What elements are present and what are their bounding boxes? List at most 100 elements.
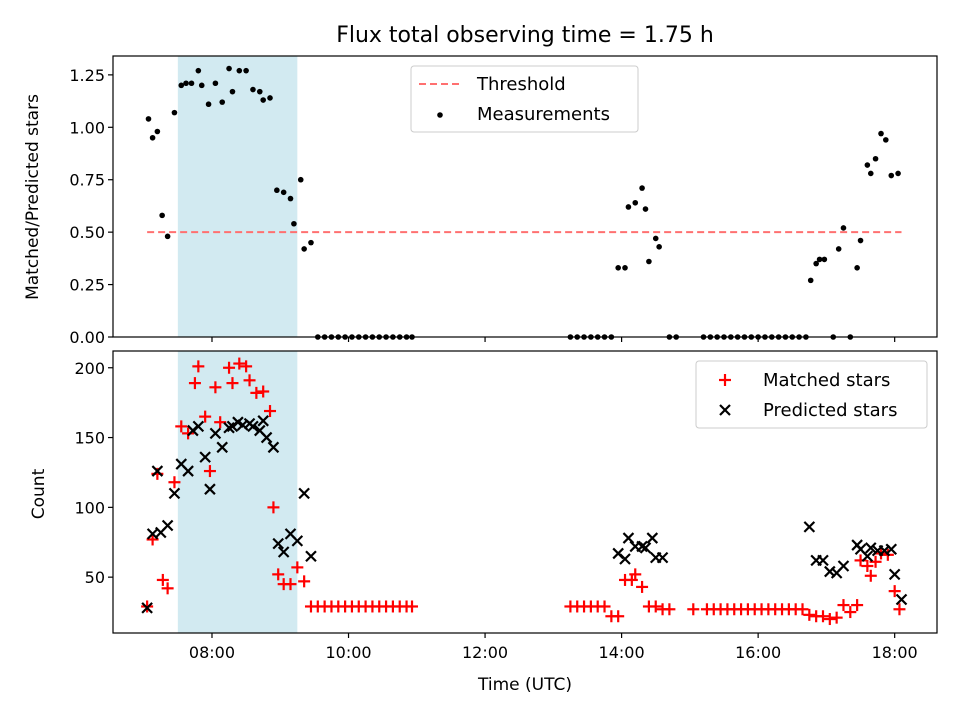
- predicted-point: [636, 540, 648, 553]
- top-legend: Threshold Measurements: [410, 65, 639, 133]
- predicted-point: [260, 431, 273, 444]
- predicted-point: [277, 546, 290, 558]
- measurement-point: [183, 80, 189, 87]
- measurement-point: [878, 130, 884, 137]
- y-tick-label: 0.50: [69, 223, 105, 242]
- x-tick-label: 14:00: [599, 643, 645, 662]
- highlight-span: [177, 351, 298, 633]
- measurement-point: [256, 88, 263, 95]
- predicted-point: [223, 422, 235, 434]
- predicted-point: [803, 521, 816, 533]
- matched-point: [264, 405, 277, 418]
- matched-point: [175, 420, 188, 433]
- predicted-point: [895, 593, 908, 606]
- measurement-point: [872, 155, 879, 162]
- matched-point: [629, 568, 642, 581]
- bottom-y-axis-label: Count: [29, 468, 49, 519]
- measurement-point: [639, 185, 645, 191]
- predicted-point: [151, 465, 164, 477]
- measurement-point: [867, 170, 874, 177]
- x-tick-label: 12:00: [462, 643, 508, 662]
- measurement-point: [632, 199, 639, 206]
- matched-point: [598, 600, 611, 613]
- predicted-point: [639, 542, 652, 554]
- bottom-legend: Matched stars Predicted stars: [695, 360, 928, 429]
- matched-point: [168, 476, 181, 489]
- y-tick-label: 50: [85, 568, 105, 587]
- matched-point: [803, 608, 816, 621]
- x-tick-label: 08:00: [189, 643, 235, 662]
- matched-point: [161, 582, 174, 595]
- measurement-point: [250, 86, 256, 93]
- predicted-point: [305, 550, 317, 562]
- predicted-point: [837, 560, 850, 572]
- matched-point: [257, 385, 270, 398]
- matched-point: [837, 599, 850, 612]
- y-tick-label: 0.75: [69, 171, 105, 190]
- matched-point: [243, 374, 256, 387]
- measurement-point: [205, 101, 212, 108]
- y-tick-label: 100: [74, 498, 105, 517]
- highlight-span: [177, 56, 298, 337]
- predicted-point: [216, 441, 229, 454]
- matched-point: [816, 610, 829, 623]
- bottom-x-axis: 08:00 10:00 12:00 14:00 16:00 18:00: [189, 633, 918, 662]
- measurement-point: [198, 82, 205, 89]
- predicted-point: [161, 519, 174, 532]
- predicted-point: [267, 441, 280, 454]
- predicted-point: [619, 553, 631, 565]
- top-y-axis-label: Matched/Predicted stars: [23, 94, 43, 300]
- measurement-point: [171, 109, 178, 116]
- measurement-point: [882, 137, 889, 143]
- predicted-point: [298, 487, 310, 500]
- predicted-point: [888, 568, 901, 581]
- bottom-legend-frame: [695, 360, 928, 429]
- measurement-point: [821, 256, 828, 263]
- figure-title: Flux total observing time = 1.75 h: [336, 23, 714, 48]
- measurement-point: [178, 82, 185, 89]
- measurement-point: [212, 80, 219, 87]
- matched-point: [214, 416, 227, 429]
- measurement-point: [835, 246, 842, 252]
- measurement-point: [154, 128, 161, 135]
- predicted-point: [885, 543, 898, 556]
- measurement-point: [243, 67, 249, 74]
- measurement-point: [813, 260, 819, 267]
- matched-point: [182, 427, 195, 440]
- x-tick-label: 16:00: [735, 643, 781, 662]
- measurement-point: [308, 239, 314, 246]
- matched-point: [226, 377, 239, 390]
- measurement-point: [159, 212, 165, 219]
- measurement-point: [236, 67, 243, 74]
- x-tick-label: 18:00: [872, 643, 918, 662]
- predicted-point: [204, 483, 216, 495]
- matched-point: [636, 580, 649, 593]
- legend-measurements-swatch: [437, 112, 443, 118]
- measurement-point: [149, 134, 156, 141]
- matched-point: [146, 533, 159, 546]
- predicted-point: [865, 542, 877, 554]
- predicted-point: [291, 535, 304, 547]
- x-axis-label: Time (UTC): [477, 675, 572, 695]
- matched-point: [830, 611, 843, 624]
- top-axes-frame: [112, 55, 938, 338]
- top-legend-frame: [410, 65, 639, 133]
- matched-point: [298, 575, 311, 588]
- matched-point: [291, 561, 304, 574]
- matched-point: [233, 357, 246, 370]
- measurement-point: [652, 235, 659, 242]
- matched-point: [272, 568, 285, 581]
- measurement-point: [642, 206, 649, 212]
- legend-predicted-label: Predicted stars: [763, 400, 897, 421]
- measurement-point: [195, 67, 202, 74]
- matched-point: [192, 360, 205, 373]
- predicted-point: [182, 465, 194, 477]
- matched-point: [649, 600, 662, 613]
- matched-point: [223, 361, 236, 374]
- bottom-axes-frame: [112, 350, 938, 634]
- measurement-point: [188, 80, 195, 87]
- measurement-point: [857, 237, 864, 244]
- predicted-point: [817, 554, 829, 567]
- measurement-point: [301, 246, 307, 252]
- measurement-point: [274, 187, 280, 194]
